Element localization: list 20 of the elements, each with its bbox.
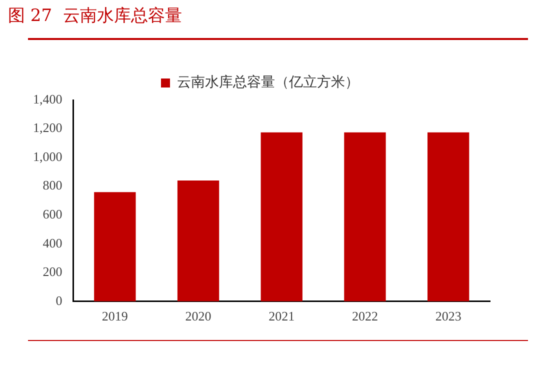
y-tick-label: 1,400: [33, 91, 62, 106]
x-tick-label: 2022: [352, 308, 378, 324]
y-tick-label: 200: [42, 264, 62, 280]
y-tick-label: 1,000: [33, 148, 62, 164]
chart-title: 图 27 云南水库总容量: [8, 5, 182, 27]
bar: [177, 180, 220, 302]
legend-label: 云南水库总容量（亿立方米）: [177, 74, 359, 91]
y-tick-label: 800: [42, 178, 62, 193]
x-tick-label: 2023: [435, 308, 462, 324]
bar: [94, 192, 136, 302]
y-tick-label: 400: [42, 235, 62, 250]
bar: [260, 132, 302, 302]
bar: [427, 132, 470, 302]
x-tick-label: 2019: [102, 308, 128, 324]
y-tick-label: 0: [56, 292, 62, 308]
x-tick-label: 2020: [185, 308, 212, 324]
bar: [344, 132, 386, 302]
x-tick-label: 2021: [268, 308, 295, 324]
y-tick-label: 1,200: [33, 120, 62, 136]
y-tick-label: 600: [42, 206, 62, 222]
